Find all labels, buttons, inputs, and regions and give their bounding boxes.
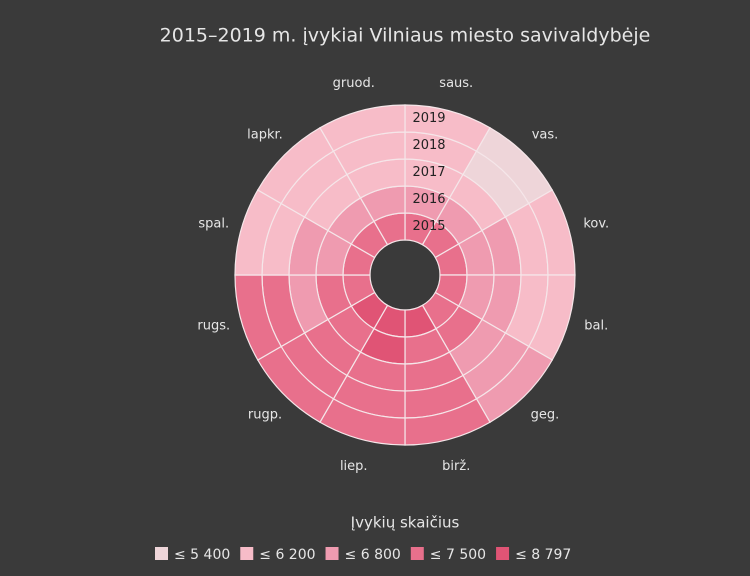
month-label: spal.	[198, 216, 229, 231]
month-label: bal.	[584, 319, 608, 334]
month-label: kov.	[583, 216, 609, 231]
month-label: gruod.	[333, 76, 375, 91]
legend-swatch	[155, 547, 168, 560]
chart-title: 2015–2019 m. įvykiai Vilniaus miesto sav…	[160, 25, 651, 47]
month-label: rugs.	[197, 319, 230, 334]
legend-label: ≤ 6 800	[345, 547, 401, 563]
ring-label: 2018	[412, 138, 445, 153]
legend-label: ≤ 6 200	[259, 547, 315, 563]
heat-cell	[319, 104, 406, 152]
ring-label: 2016	[412, 192, 445, 207]
legend-title: Įvykių skaičius	[351, 514, 460, 532]
ring-label: 2019	[412, 111, 445, 126]
month-label: liep.	[340, 459, 368, 474]
legend-swatch	[240, 547, 254, 560]
month-label: geg.	[531, 408, 560, 423]
legend-label: ≤ 8 797	[515, 547, 571, 563]
month-label: rugp.	[248, 408, 282, 423]
month-label: saus.	[439, 76, 473, 91]
legend-swatch	[325, 547, 339, 560]
legend-label: ≤ 5 400	[174, 547, 230, 563]
ring-label: 2015	[412, 219, 445, 234]
legend-swatch	[496, 547, 510, 560]
month-label: birž.	[442, 459, 470, 474]
month-label: vas.	[532, 127, 559, 142]
month-label: lapkr.	[247, 127, 283, 142]
legend-label: ≤ 7 500	[430, 547, 486, 563]
legend-swatch	[410, 547, 424, 560]
ring-label: 2017	[412, 165, 445, 180]
